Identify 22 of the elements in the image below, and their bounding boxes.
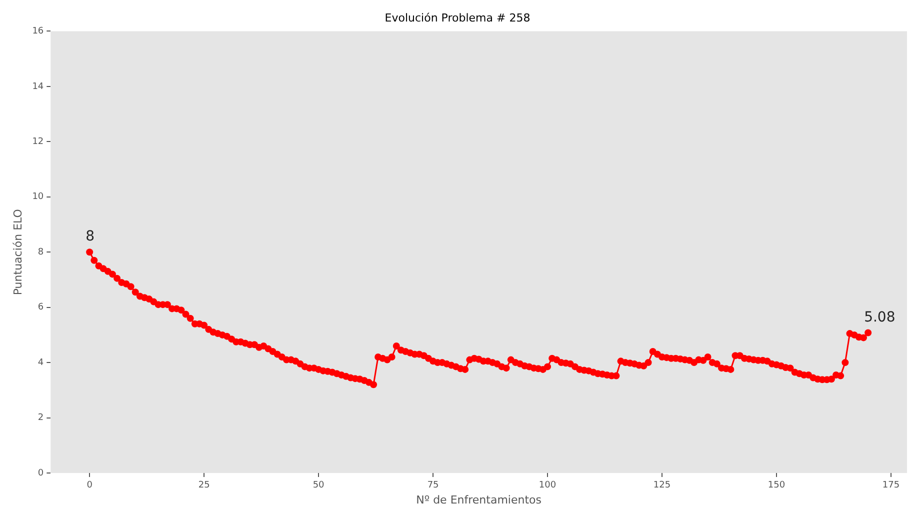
x-tick-label: 150 [768,480,786,491]
y-tick-label: 4 [38,358,44,368]
y-tick-label: 6 [38,302,44,313]
x-tick-label: 75 [427,480,439,491]
annotation: 5.08 [864,309,896,326]
x-tick-label: 25 [198,480,210,491]
x-tick-label: 125 [653,480,671,491]
chart-title: Evolución Problema # 258 [384,11,530,24]
y-tick-label: 12 [32,136,44,147]
y-axis-title: Puntuación ELO [11,208,24,296]
y-tick-label: 10 [32,192,44,202]
x-axis-title: Nº de Enfrentamientos [416,493,542,506]
x-tick-label: 175 [882,480,900,491]
x-tick-label: 100 [538,480,556,491]
y-tick-label: 14 [32,82,44,92]
y-tick-label: 16 [32,26,44,37]
x-tick-label: 0 [86,480,93,491]
y-tick-label: 2 [38,413,44,424]
y-tick-label: 0 [38,468,44,478]
x-tick-label: 50 [312,480,325,491]
annotation: 8 [86,228,94,245]
y-tick-label: 8 [38,247,44,258]
